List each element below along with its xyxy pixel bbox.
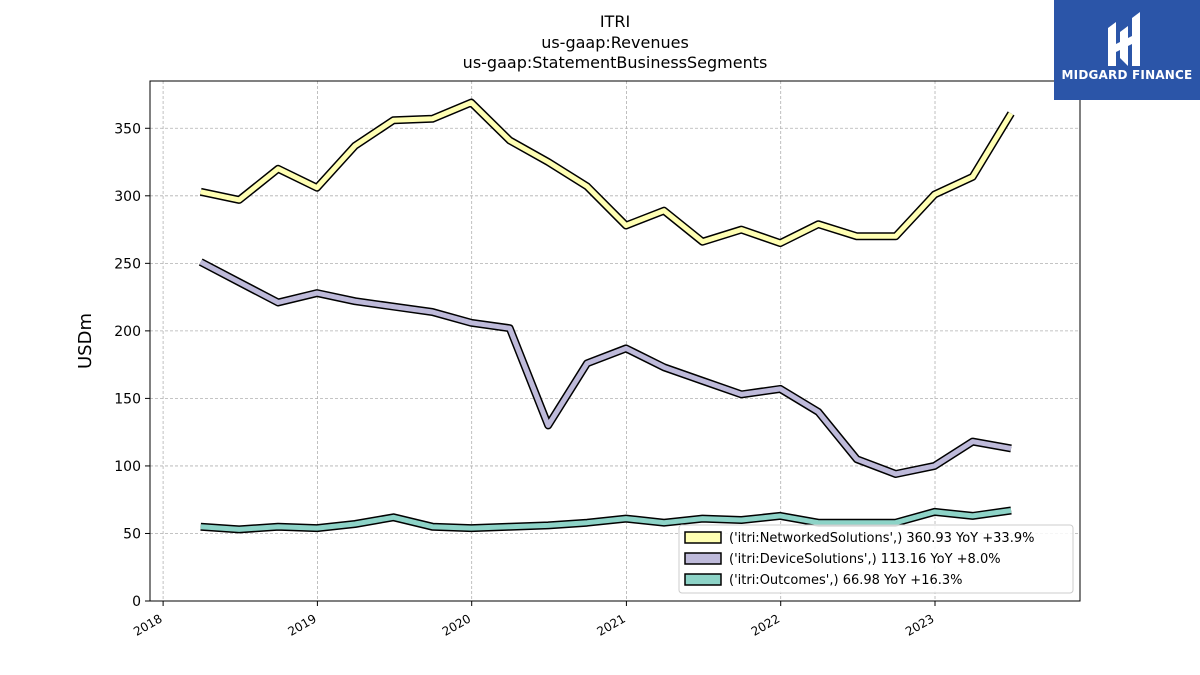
x-tick-label: 2022	[749, 611, 782, 638]
legend-entry-2: ('itri:Outcomes',) 66.98 YoY +16.3%	[729, 573, 963, 588]
y-tick-label: 150	[114, 391, 141, 407]
y-tick-label: 50	[123, 526, 141, 542]
y-tick-label: 300	[114, 189, 141, 205]
chart-subtitle-2: us-gaap:StatementBusinessSegments	[462, 53, 768, 72]
logo-text: MIDGARD FINANCE	[1061, 68, 1193, 82]
x-tick-label: 2023	[903, 611, 936, 638]
x-tick-label: 2018	[131, 611, 164, 638]
series-0-outline	[199, 98, 1015, 248]
plot-frame	[149, 80, 1081, 602]
legend-swatch-2	[684, 573, 722, 586]
legend-entry-1: ('itri:DeviceSolutions',) 113.16 YoY +8.…	[729, 552, 1001, 567]
legend-entry-0: ('itri:NetworkedSolutions',) 360.93 YoY …	[729, 531, 1034, 546]
y-tick-label: 100	[114, 459, 141, 475]
y-tick-label: 250	[114, 256, 141, 272]
series-2-line	[200, 508, 1012, 532]
legend-swatch-1	[684, 552, 722, 565]
series-0-line	[200, 100, 1014, 246]
midgard-logo-icon	[1108, 12, 1140, 66]
y-tick-label: 0	[132, 594, 141, 610]
series-1-line	[199, 259, 1012, 477]
y-tick-label: 350	[114, 121, 141, 137]
x-tick-label: 2020	[440, 611, 473, 638]
chart-title: ITRI	[599, 12, 631, 31]
brand-logo: MIDGARD FINANCE	[1054, 0, 1200, 100]
legend-box	[678, 524, 1074, 594]
chart-subtitle-1: us-gaap:Revenues	[541, 33, 689, 52]
legend-swatch-0	[684, 531, 722, 544]
x-tick-label: 2021	[594, 611, 627, 638]
y-axis-label: USDm	[75, 313, 96, 369]
x-tick-label: 2019	[285, 611, 318, 638]
y-tick-label: 200	[114, 324, 141, 340]
